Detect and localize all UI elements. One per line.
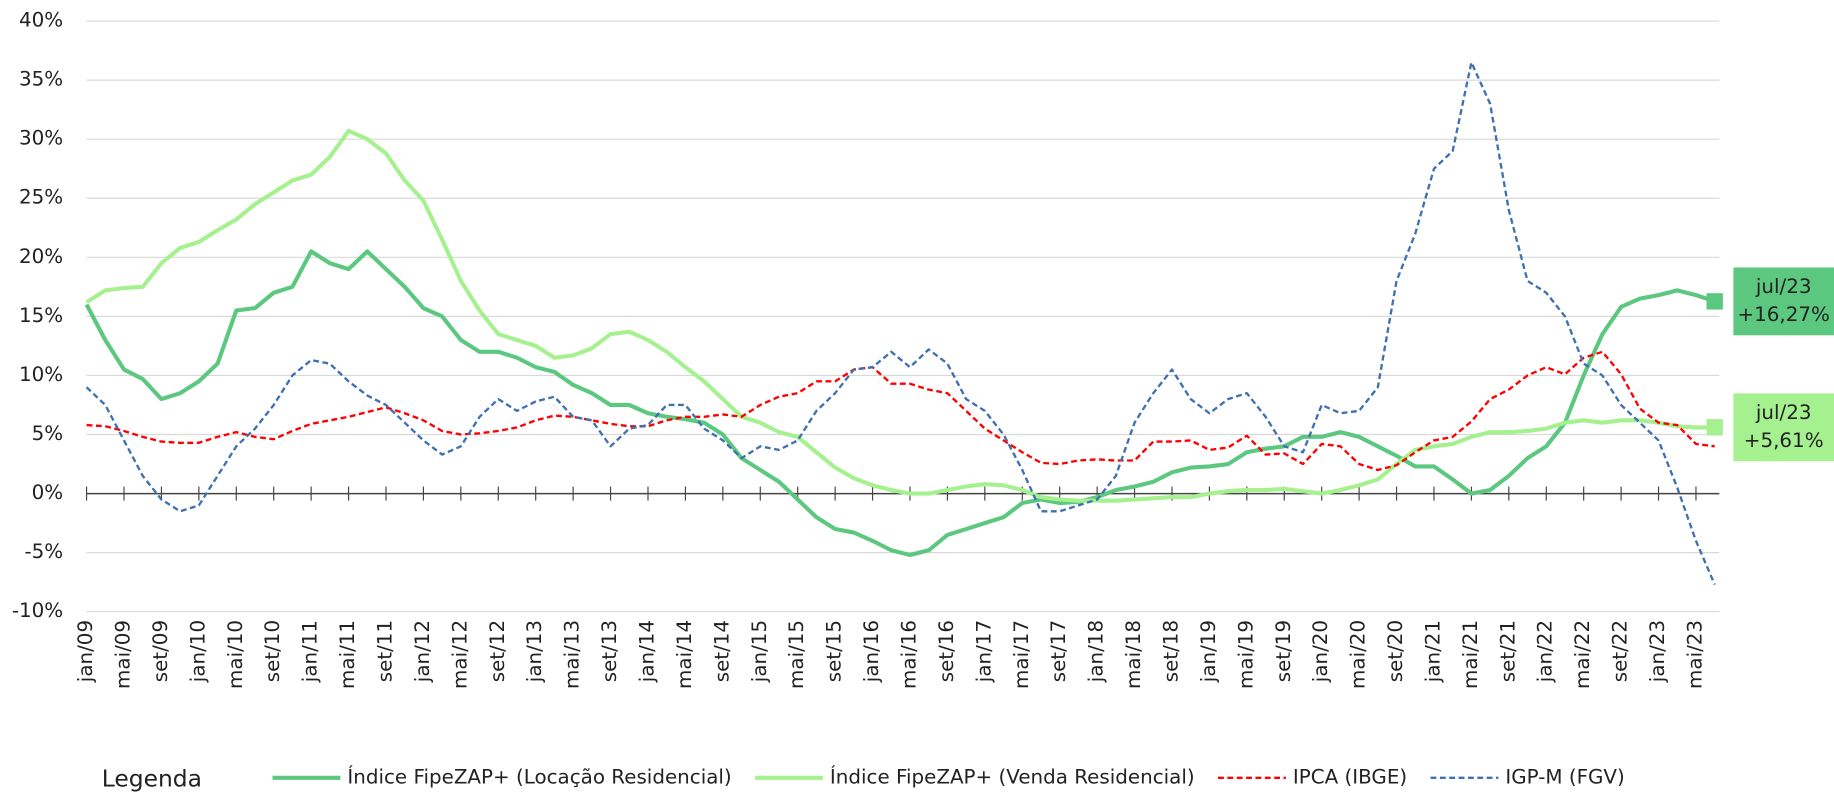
y-tick-label: -10% <box>12 599 63 622</box>
end-label-date: jul/23 <box>1755 401 1812 424</box>
x-tick-label: mai/17 <box>1010 620 1033 689</box>
x-tick-label: set/20 <box>1384 620 1407 682</box>
legend-title: Legenda <box>102 765 202 793</box>
x-tick-label: mai/22 <box>1571 620 1594 689</box>
end-marker <box>1706 419 1723 436</box>
x-tick-label: jan/21 <box>1421 620 1444 683</box>
series-line <box>85 61 1716 585</box>
x-tick-label: mai/13 <box>561 620 584 689</box>
x-tick-label: mai/11 <box>336 620 359 689</box>
lines <box>84 61 1716 585</box>
x-tick-label: mai/21 <box>1459 620 1482 689</box>
x-tick-label: mai/15 <box>785 620 808 689</box>
x-tick-label: mai/19 <box>1234 620 1257 689</box>
end-label-box <box>1733 267 1834 336</box>
x-tick-label: jan/12 <box>411 620 434 683</box>
legend-label: IGP-M (FGV) <box>1505 765 1624 788</box>
x-tick-label: jan/16 <box>860 620 883 683</box>
legend-label: IPCA (IBGE) <box>1293 765 1407 788</box>
annotations: jul/23 +16,27% jul/23 +5,61% <box>1706 267 1834 462</box>
x-tick-label: set/12 <box>486 620 509 682</box>
x-tick-label: jan/15 <box>748 620 771 683</box>
x-tick-label: jan/17 <box>972 620 995 683</box>
end-label-date: jul/23 <box>1755 275 1812 298</box>
end-label-box <box>1733 393 1834 462</box>
series-line <box>86 350 1715 472</box>
y-tick-label: 35% <box>19 68 63 91</box>
legend: Legenda Índice FipeZAP+ (Locação Residen… <box>102 765 1625 793</box>
x-tick-label: mai/18 <box>1122 620 1145 689</box>
end-label-value: +5,61% <box>1744 429 1824 452</box>
x-tick-label: set/17 <box>1047 620 1070 682</box>
y-tick-label: 5% <box>32 422 64 445</box>
x-tick-label: jan/10 <box>186 620 209 683</box>
x-tick-label: jan/22 <box>1534 620 1557 683</box>
x-tick-label: mai/23 <box>1683 620 1706 689</box>
x-tick-label: jan/09 <box>74 620 97 683</box>
x-tick-label: mai/14 <box>673 620 696 689</box>
y-tick-label: -5% <box>24 540 63 563</box>
x-tick-label: jan/20 <box>1309 620 1332 683</box>
x-tick-label: set/10 <box>261 620 284 682</box>
y-tick-label: 15% <box>19 304 63 327</box>
end-marker <box>1706 293 1723 310</box>
x-tick-label: set/14 <box>710 620 733 682</box>
y-tick-label: 25% <box>19 186 63 209</box>
y-tick-label: 10% <box>19 363 63 386</box>
legend-label: Índice FipeZAP+ (Locação Residencial) <box>347 765 731 788</box>
x-tick-label: jan/18 <box>1085 620 1108 683</box>
axes: -10% -5% 0% 5% 10% 15% 20% 25% 30% 35% 40% jan/09 ma… <box>12 9 1720 689</box>
x-tick-label: set/11 <box>373 620 396 682</box>
y-tick-label: 0% <box>32 481 64 504</box>
x-tick-label: set/19 <box>1272 620 1295 682</box>
legend-label: Índice FipeZAP+ (Venda Residencial) <box>830 765 1195 788</box>
x-tick-label: set/22 <box>1609 620 1632 682</box>
series-line <box>84 249 1716 558</box>
series-line <box>85 128 1715 503</box>
x-tick-label: set/09 <box>149 620 172 682</box>
x-tick-label: jan/23 <box>1646 620 1669 683</box>
x-tick-label: jan/19 <box>1197 620 1220 683</box>
x-tick-label: set/15 <box>823 620 846 682</box>
x-tick-label: jan/11 <box>299 620 322 683</box>
x-tick-label: set/13 <box>598 620 621 682</box>
x-tick-label: mai/09 <box>112 620 135 689</box>
x-tick-label: mai/16 <box>897 620 920 689</box>
x-tick-label: set/18 <box>1159 620 1182 682</box>
x-tick-label: mai/12 <box>448 620 471 689</box>
x-tick-label: jan/13 <box>523 620 546 683</box>
grid <box>86 20 1720 613</box>
y-tick-label: 30% <box>19 127 63 150</box>
end-label-value: +16,27% <box>1737 303 1829 326</box>
y-tick-label: 20% <box>19 245 63 268</box>
x-tick-label: set/16 <box>935 620 958 682</box>
x-tick-label: set/21 <box>1496 620 1519 682</box>
x-tick-label: mai/20 <box>1347 620 1370 689</box>
y-tick-label: 40% <box>19 9 63 32</box>
x-tick-label: jan/14 <box>635 620 658 683</box>
x-tick-label: mai/10 <box>224 620 247 689</box>
